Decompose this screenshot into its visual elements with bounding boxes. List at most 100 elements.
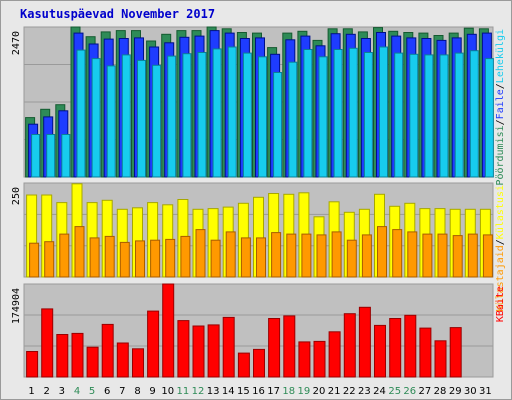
- x-tick-label-30: 30: [464, 386, 477, 397]
- bar-külastajaid-day-26: [407, 231, 418, 278]
- legend-faile: Faile: [495, 89, 506, 119]
- bar-kbaite-day-25: [389, 318, 402, 378]
- bar-kbaite-day-20: [313, 340, 326, 378]
- right-legend-hits: Pöördumisi/Faile/Lehekülgi: [495, 29, 506, 186]
- bar-kbaite-day-5: [86, 346, 99, 378]
- bar-külastajaid-day-23: [361, 234, 372, 278]
- bar-kbaite-day-12: [192, 325, 205, 378]
- bar-külastajaid-day-2: [44, 241, 55, 278]
- bar-kbaite-day-14: [222, 316, 235, 378]
- bar-lehekülgi-day-29: [454, 52, 464, 178]
- bar-külastajaid-day-8: [135, 240, 145, 278]
- x-tick-label-8: 8: [134, 386, 140, 397]
- bar-lehekülgi-day-9: [152, 64, 162, 178]
- x-tick-label-16: 16: [252, 386, 265, 397]
- bar-kbaite-day-2: [41, 308, 54, 378]
- bar-lehekülgi-day-13: [212, 48, 222, 178]
- bar-külastajaid-day-21: [331, 231, 342, 278]
- bar-külastajaid-day-4: [74, 226, 85, 278]
- legend-külastusi: Külastusi: [495, 185, 506, 239]
- legend-separator: /: [495, 239, 506, 245]
- x-tick-label-2: 2: [44, 386, 50, 397]
- bar-külastajaid-day-27: [422, 233, 433, 278]
- bar-kbaite-day-8: [132, 348, 144, 378]
- bar-külastajaid-day-5: [89, 237, 100, 278]
- legend-pöördumisi: Pöördumisi: [495, 125, 506, 185]
- legend-lehekülgi: Lehekülgi: [495, 29, 506, 83]
- x-tick-label-7: 7: [119, 386, 125, 397]
- bar-kbaite-day-29: [449, 327, 462, 378]
- x-tick-label-12: 12: [192, 386, 205, 397]
- bar-lehekülgi-day-14: [227, 46, 237, 178]
- x-tick-label-4: 4: [74, 386, 80, 397]
- bar-kbaite-day-3: [56, 334, 69, 378]
- bar-lehekülgi-day-21: [333, 49, 343, 178]
- bar-kbaite-day-26: [404, 314, 417, 378]
- bar-kbaite-day-10: [162, 283, 175, 378]
- x-tick-label-5: 5: [89, 386, 95, 397]
- bar-külastajaid-day-11: [180, 235, 191, 278]
- x-tick-label-25: 25: [388, 386, 401, 397]
- bar-külastajaid-day-9: [150, 239, 161, 278]
- bar-lehekülgi-day-26: [409, 53, 419, 178]
- x-tick-label-19: 19: [298, 386, 311, 397]
- bar-lehekülgi-day-1: [31, 134, 41, 178]
- bar-külastajaid-day-15: [240, 237, 251, 278]
- bar-lehekülgi-day-24: [379, 46, 388, 178]
- y-tick-label-visits: 250: [11, 187, 22, 205]
- bar-lehekülgi-day-20: [318, 56, 328, 178]
- legend-kbaite: KBaite: [495, 286, 506, 322]
- bar-külastajaid-day-7: [119, 241, 130, 278]
- bar-lehekülgi-day-22: [348, 47, 358, 178]
- x-tick-label-9: 9: [149, 386, 155, 397]
- bar-lehekülgi-day-15: [242, 52, 252, 178]
- x-tick-label-20: 20: [313, 386, 326, 397]
- bar-külastajaid-day-24: [377, 226, 387, 278]
- bar-kbaite-day-28: [434, 340, 447, 378]
- bar-lehekülgi-day-17: [273, 72, 283, 178]
- bar-lehekülgi-day-23: [363, 52, 373, 178]
- bar-lehekülgi-day-10: [167, 55, 177, 178]
- bar-lehekülgi-day-18: [288, 61, 298, 178]
- right-legend-kbytes: KBaite: [495, 286, 506, 322]
- bar-kbaite-day-4: [71, 332, 84, 378]
- x-tick-label-29: 29: [449, 386, 462, 397]
- x-tick-label-11: 11: [177, 386, 190, 397]
- bar-kbaite-day-17: [268, 318, 281, 378]
- bar-lehekülgi-day-25: [394, 52, 404, 178]
- bar-lehekülgi-day-28: [439, 54, 449, 178]
- x-tick-label-10: 10: [161, 386, 174, 397]
- bar-kbaite-day-21: [328, 331, 341, 378]
- bar-kbaite-day-7: [116, 342, 129, 378]
- legend-külastajaid: Külastajaid: [495, 245, 506, 311]
- bar-külastajaid-day-20: [316, 234, 327, 278]
- bar-kbaite-day-24: [374, 324, 386, 378]
- bar-külastajaid-day-31: [482, 234, 493, 278]
- bar-lehekülgi-day-3: [61, 134, 71, 178]
- bar-külastajaid-day-30: [467, 233, 478, 278]
- bar-lehekülgi-day-12: [197, 52, 207, 178]
- bar-kbaite-day-19: [298, 341, 311, 378]
- bar-lehekülgi-day-4: [76, 49, 86, 178]
- x-tick-label-22: 22: [343, 386, 356, 397]
- x-tick-label-18: 18: [282, 386, 295, 397]
- x-tick-label-21: 21: [328, 386, 341, 397]
- right-legend-visits: Külastajaid/Külastusi: [495, 185, 506, 311]
- bar-lehekülgi-day-19: [303, 49, 313, 178]
- bar-kbaite-day-22: [343, 313, 356, 378]
- bar-lehekülgi-day-7: [121, 54, 131, 178]
- bar-kbaite-day-11: [177, 320, 190, 378]
- x-tick-label-24: 24: [373, 386, 386, 397]
- bar-kbaite-day-13: [207, 324, 220, 378]
- bar-kbaite-day-1: [26, 351, 39, 378]
- bar-külastajaid-day-1: [29, 242, 40, 278]
- bar-lehekülgi-day-30: [469, 50, 479, 178]
- bar-külastajaid-day-3: [59, 233, 70, 278]
- legend-separator: /: [495, 83, 506, 89]
- bar-lehekülgi-day-5: [91, 58, 101, 178]
- bar-lehekülgi-day-16: [258, 56, 267, 178]
- bar-külastajaid-day-19: [301, 233, 312, 278]
- x-tick-label-27: 27: [419, 386, 432, 397]
- bar-kbaite-day-23: [358, 306, 371, 378]
